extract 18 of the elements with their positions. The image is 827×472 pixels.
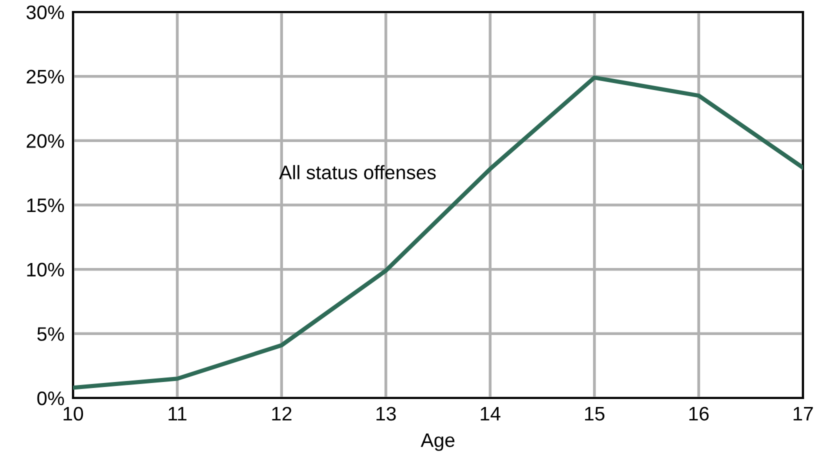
x-tick-label: 13 — [376, 406, 396, 421]
x-axis-title: Age — [420, 434, 454, 451]
y-tick-label: 0% — [37, 391, 64, 406]
x-tick-label: 14 — [480, 407, 500, 420]
x-tick-label: 16 — [689, 406, 709, 421]
series-label: All status offenses — [279, 165, 436, 180]
x-tick-label: 17 — [794, 407, 813, 420]
y-tick-label: 25% — [26, 70, 64, 84]
y-tick-label: 20% — [26, 134, 64, 148]
y-tick-label: 10% — [27, 262, 64, 277]
x-tick-label: 11 — [168, 407, 186, 420]
line-series — [73, 76, 803, 390]
y-tick-label: 5% — [37, 327, 64, 341]
x-tick-label: 15 — [585, 407, 604, 421]
y-tick-label: 15% — [27, 198, 64, 212]
x-tick-label: 10 — [64, 406, 84, 421]
x-tick-label: 12 — [272, 406, 292, 420]
y-tick-label: 30% — [26, 5, 64, 20]
